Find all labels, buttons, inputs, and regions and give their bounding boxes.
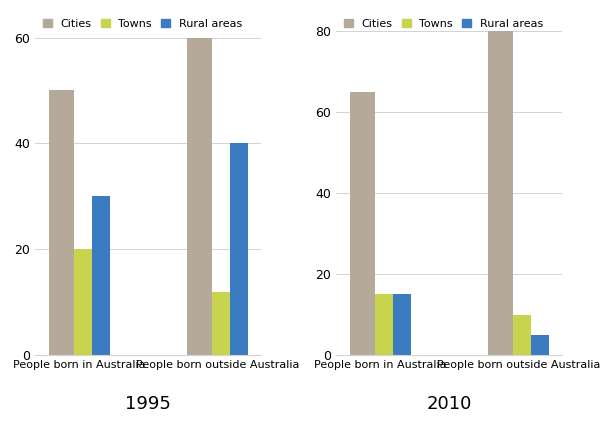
Bar [211, 292, 230, 355]
Bar [49, 90, 74, 355]
X-axis label: 1995: 1995 [126, 395, 171, 413]
Bar [187, 38, 211, 355]
Bar [393, 294, 411, 355]
Legend: Cities, Towns, Rural areas: Cities, Towns, Rural areas [41, 17, 244, 31]
Bar [350, 92, 375, 355]
Bar [531, 335, 549, 355]
Bar [512, 315, 531, 355]
Bar [74, 249, 92, 355]
Legend: Cities, Towns, Rural areas: Cities, Towns, Rural areas [341, 17, 545, 31]
Bar [92, 196, 110, 355]
X-axis label: 2010: 2010 [427, 395, 472, 413]
Bar [230, 143, 248, 355]
Bar [488, 31, 512, 355]
Bar [375, 294, 393, 355]
